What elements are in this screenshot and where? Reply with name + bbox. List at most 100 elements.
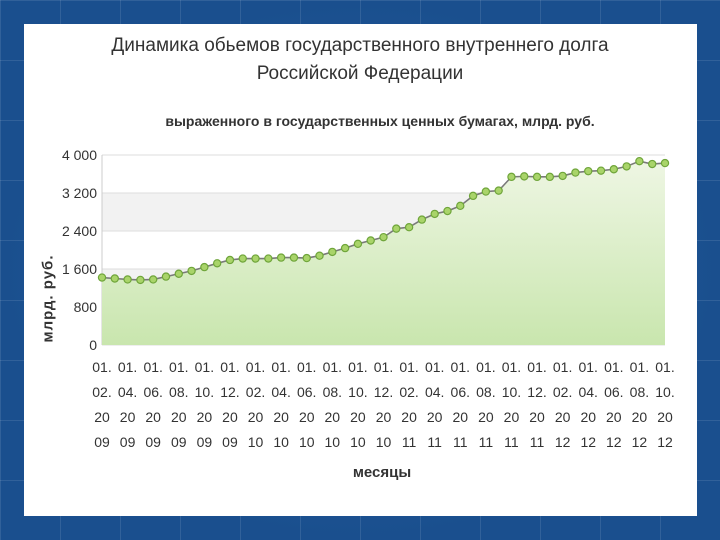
data-point: [545, 172, 555, 182]
x-tick-label-line: 10: [273, 434, 289, 450]
data-point: [443, 206, 452, 216]
data-point: [379, 232, 388, 242]
x-tick-label-line: 11: [402, 434, 417, 450]
data-point: [276, 253, 286, 262]
y-tick-labels: 0 800 1 600 2 400 3 200 4 000: [62, 147, 97, 353]
x-tick-label-line: 01.: [425, 359, 444, 375]
x-tick-label-line: 12: [555, 434, 571, 450]
x-tick-label-line: 04.: [118, 384, 137, 400]
x-axis-label: месяцы: [352, 464, 412, 481]
x-tick-label-line: 10.: [655, 384, 674, 400]
x-tick-label-line: 06.: [604, 384, 623, 400]
x-tick-label-line: 04.: [578, 384, 597, 400]
x-tick-label-line: 20: [325, 409, 341, 425]
data-point: [97, 273, 107, 282]
x-tick-label-line: 08.: [630, 384, 649, 400]
x-tick-labels: 01. 02. 20 09 01. 04. 20 09 01. 06. 20 09 01. 08. 20 09…: [92, 359, 674, 450]
x-tick-label-line: 20: [299, 409, 315, 425]
data-point: [635, 156, 644, 166]
x-tick-label-line: 12: [632, 434, 648, 450]
data-point: [187, 266, 196, 276]
x-tick-label: 01. 04. 20 10: [271, 359, 290, 450]
data-points: [97, 156, 670, 285]
data-point: [302, 253, 311, 263]
x-tick-label: 01. 06. 20 10: [297, 359, 316, 450]
x-tick-label-line: 09: [94, 434, 110, 450]
data-point: [520, 172, 529, 181]
x-tick-label: 01. 04. 20 12: [578, 359, 597, 450]
x-tick-label-line: 12.: [374, 384, 393, 400]
x-tick-label-line: 20: [606, 409, 622, 425]
x-tick-label-line: 12.: [220, 384, 239, 400]
x-tick-label-line: 11: [479, 434, 494, 450]
x-tick-label-line: 08.: [323, 384, 342, 400]
x-tick-label-line: 20: [120, 409, 136, 425]
x-tick-label-line: 12: [580, 434, 596, 450]
x-tick-label-line: 10.: [502, 384, 521, 400]
data-point: [289, 253, 299, 262]
x-tick-label: 01. 02. 20 09: [92, 359, 111, 450]
x-tick-label-line: 08.: [169, 384, 188, 400]
x-tick-label: 01. 10. 20 11: [502, 359, 521, 450]
x-tick-label-line: 10: [325, 434, 341, 450]
x-tick-label-line: 10: [376, 434, 392, 450]
x-tick-label-line: 12: [657, 434, 673, 450]
x-tick-label-line: 10: [350, 434, 366, 450]
x-tick-label-line: 20: [145, 409, 161, 425]
x-tick-label: 01. 12. 20 10: [374, 359, 393, 450]
x-tick-label-line: 01.: [578, 359, 597, 375]
x-tick-label-line: 20: [504, 409, 520, 425]
x-tick-label: 01. 06. 20 09: [143, 359, 162, 450]
data-point: [315, 251, 324, 260]
x-tick-label: 01. 02. 20 11: [399, 359, 418, 450]
data-point: [456, 201, 465, 211]
x-tick-label-line: 01.: [297, 359, 316, 375]
x-tick-label-line: 11: [453, 434, 468, 450]
data-point: [225, 255, 235, 265]
x-tick-label: 01. 12. 20 11: [527, 359, 546, 450]
data-point: [136, 275, 145, 285]
x-tick-label-line: 04.: [271, 384, 290, 400]
x-tick-label-line: 09: [171, 434, 187, 450]
y-tick-label: 0: [89, 337, 97, 353]
x-tick-label-line: 20: [427, 409, 443, 425]
x-tick-label-line: 01.: [348, 359, 367, 375]
x-tick-label-line: 01.: [553, 359, 572, 375]
x-tick-label-line: 20: [580, 409, 596, 425]
x-tick-label-line: 12.: [527, 384, 546, 400]
x-tick-label-line: 02.: [399, 384, 418, 400]
x-tick-label-line: 02.: [246, 384, 265, 400]
y-axis-label: млрд. руб.: [39, 254, 57, 343]
chart-title-line-2: Российской Федерации: [256, 63, 464, 84]
data-point: [404, 222, 414, 232]
x-tick-label-line: 01.: [143, 359, 162, 375]
data-point: [123, 275, 132, 284]
data-point: [264, 254, 273, 263]
chart-subtitle: выраженного в государственных ценных бум…: [165, 113, 595, 129]
x-tick-label-line: 20: [529, 409, 545, 425]
x-tick-label: 01. 02. 20 10: [246, 359, 265, 450]
x-tick-label-line: 20: [222, 409, 238, 425]
data-point: [609, 165, 619, 174]
x-tick-label-line: 01.: [271, 359, 290, 375]
x-tick-label: 01. 10. 20 12: [655, 359, 674, 450]
data-point: [161, 272, 171, 281]
x-tick-label-line: 09: [222, 434, 238, 450]
x-tick-label-line: 01.: [630, 359, 649, 375]
x-tick-label-line: 20: [555, 409, 571, 425]
data-point: [571, 168, 580, 177]
data-point: [251, 254, 260, 263]
x-tick-label: 01. 10. 20 09: [195, 359, 214, 450]
x-tick-label-line: 11: [427, 434, 442, 450]
x-tick-label-line: 20: [171, 409, 187, 425]
x-tick-label: 01. 08. 20 10: [323, 359, 342, 450]
x-tick-label-line: 06.: [297, 384, 316, 400]
data-point: [507, 172, 516, 182]
data-point: [110, 274, 119, 283]
data-point: [212, 259, 222, 268]
x-tick-label-line: 06.: [451, 384, 470, 400]
x-tick-label-line: 11: [530, 434, 545, 450]
x-tick-label-line: 01.: [92, 359, 111, 375]
x-tick-label-line: 20: [273, 409, 289, 425]
x-tick-label-line: 02.: [92, 384, 111, 400]
